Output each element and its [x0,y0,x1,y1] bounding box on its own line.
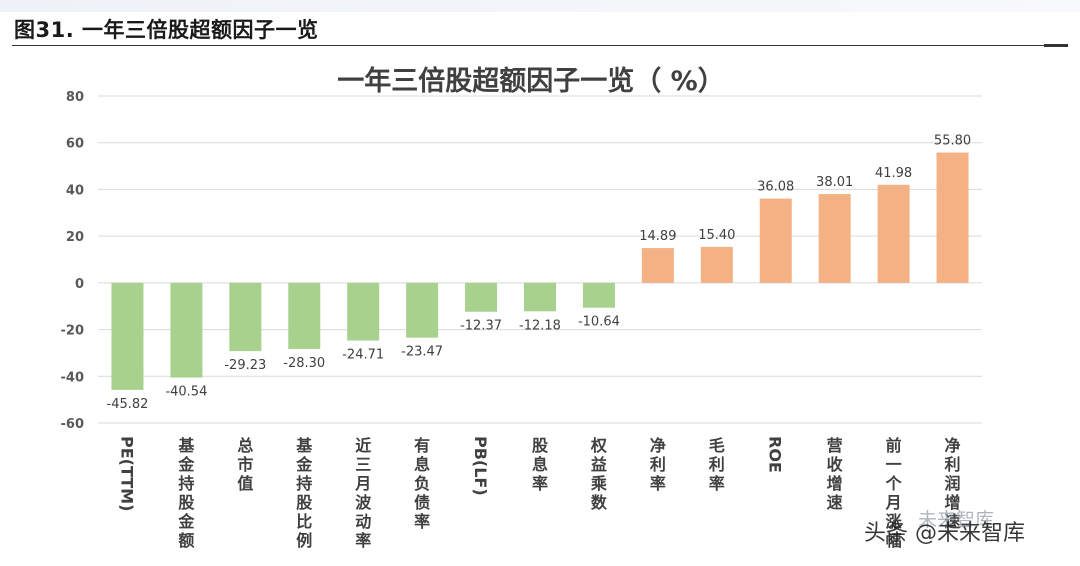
bar [406,282,439,338]
bar [700,246,733,283]
bar [582,282,615,308]
data-label: -28.30 [283,356,325,371]
data-label: -24.71 [342,348,384,363]
bar [877,184,910,283]
y-tick-label: -60 [61,417,85,432]
data-label: -12.18 [519,318,561,333]
y-tick-label: -20 [61,324,85,339]
x-tick-label: 股息率 [532,436,549,493]
data-label: -23.47 [401,345,443,360]
chart-title: 一年三倍股超额因子一览（ %） [337,65,724,97]
bar [465,282,498,312]
data-label: -10.64 [578,315,620,330]
y-tick-label: 60 [66,137,84,152]
x-tick-label: 前一个月涨幅 [885,436,903,550]
y-tick-label: -40 [61,370,85,385]
y-tick-label: 80 [66,90,84,105]
data-label: 55.80 [934,134,971,149]
y-tick-label: 20 [66,230,84,245]
data-label: -40.54 [165,385,207,400]
y-tick-label: 0 [75,277,84,292]
x-tick-label: 毛利率 [709,436,725,493]
y-axis-ticks: 80 60 40 20 0 -20 -40 -60 [61,90,85,432]
x-tick-label: ROE [766,436,785,473]
data-labels: -45.82 -40.54 -29.23 -28.30 -24.71 -23.47 -12.… [107,134,972,412]
bar [288,282,321,349]
bar [641,248,674,283]
data-label: 15.40 [698,228,735,243]
bar [818,194,851,283]
bar [170,282,203,378]
watermark-ghost: 未来智库 [918,509,995,531]
x-tick-label: 净利润增速 [945,436,961,531]
bar [347,282,380,341]
data-label: 36.08 [757,180,794,195]
x-tick-label: 营收增速 [827,436,843,512]
data-label: 41.98 [875,166,912,181]
data-label: -12.37 [460,319,502,334]
bar [111,282,144,390]
top-band [0,0,1080,12]
bars [111,152,969,390]
x-axis-ticks: PE(TTM) 基金持股金额 总市值 基金持股比例 近三月波动率 有息负债率 PB(LF) 股… [117,436,960,550]
data-label: 14.89 [639,229,676,244]
caption-divider-end [1044,44,1068,47]
x-tick-label: 权益乘数 [590,436,608,512]
x-tick-label: PB(LF) [471,436,490,496]
x-tick-label: 基金持股金额 [177,436,195,550]
y-tick-label: 40 [66,183,84,198]
bar [524,282,556,312]
figure-caption: 图31. 一年三倍股超额因子一览 [14,18,319,42]
bar [936,152,969,283]
data-label: 38.01 [816,175,853,190]
x-tick-label: 净利率 [650,436,666,493]
x-tick-label: 近三月波动率 [354,436,372,550]
bar [229,282,262,352]
x-tick-label: 总市值 [237,436,253,493]
caption-divider [12,45,1068,46]
x-tick-label: PE(TTM) [117,436,136,511]
watermark: 头条 @未来智库 [864,521,1025,546]
x-tick-label: 基金持股比例 [295,436,313,550]
data-label: -29.23 [224,358,266,373]
bar [759,198,792,283]
x-tick-label: 有息负债率 [414,436,430,531]
data-label: -45.82 [107,397,149,412]
